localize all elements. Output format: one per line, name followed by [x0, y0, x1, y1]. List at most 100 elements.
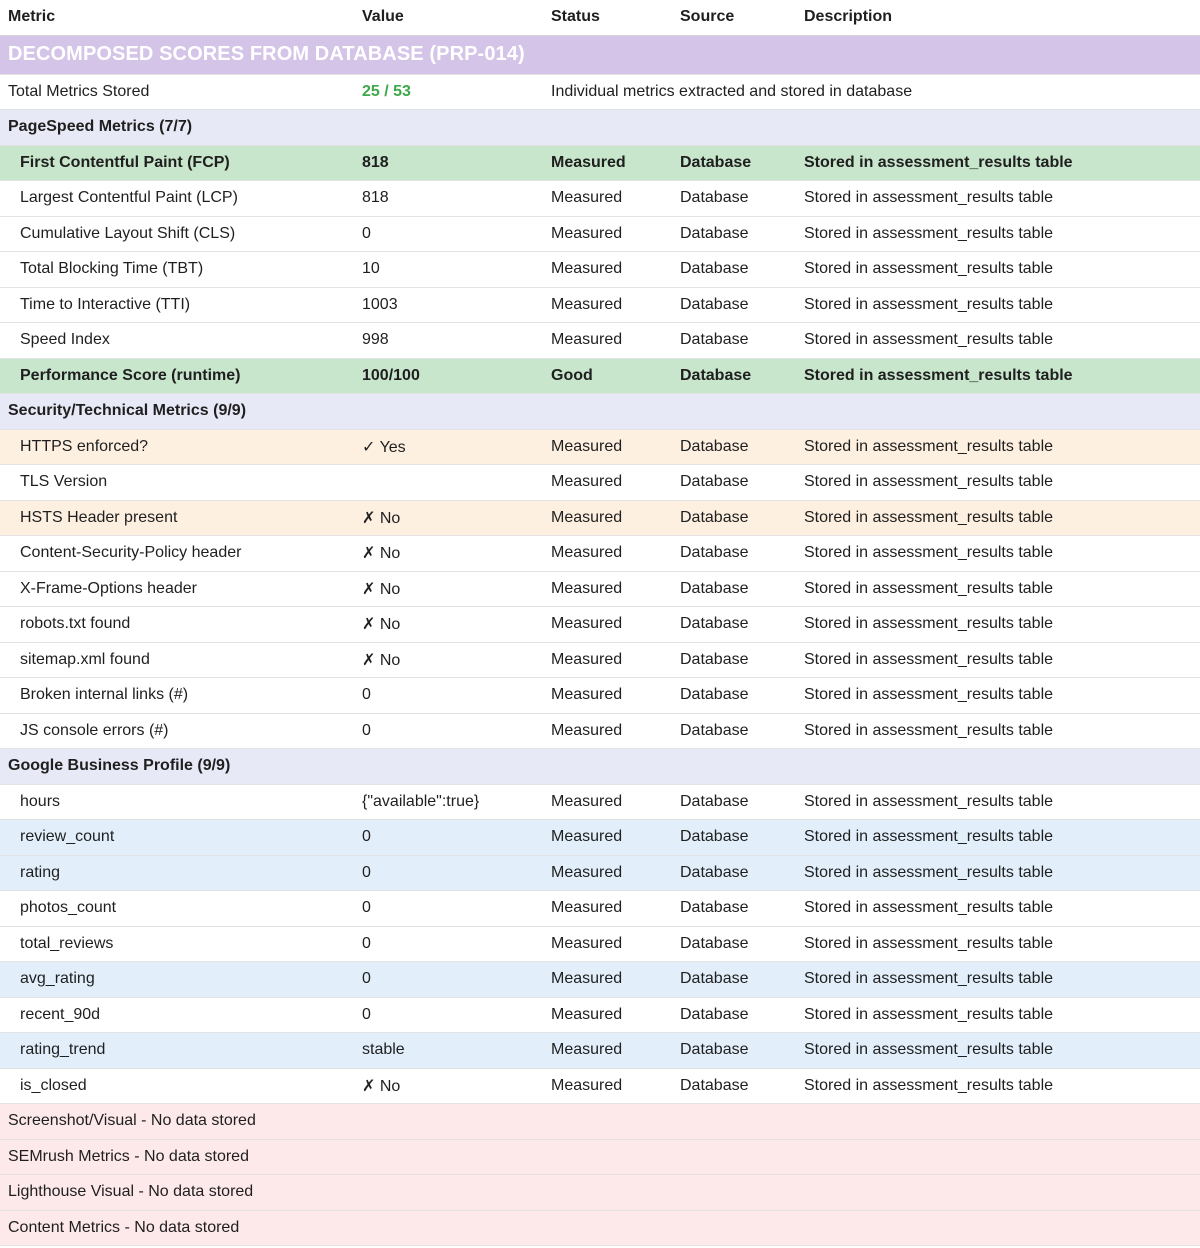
- cell-description: Stored in assessment_results table: [796, 180, 1200, 217]
- cell-value: ✗ No: [354, 1068, 543, 1104]
- table-row[interactable]: avg_rating 0 Measured Database Stored in ass…: [0, 961, 1200, 998]
- header-value[interactable]: Value: [354, 0, 543, 36]
- cell-description: Stored in assessment_results table: [796, 535, 1200, 572]
- cell-source: Database: [672, 322, 796, 359]
- cell-source: Database: [672, 287, 796, 323]
- summary-row[interactable]: Total Metrics Stored 25 / 53 Individual …: [0, 74, 1200, 110]
- table-row[interactable]: Performance Score (runtime) 100/100 Good Da…: [0, 358, 1200, 394]
- cell-status: Good: [543, 358, 672, 394]
- table-row[interactable]: Cumulative Layout Shift (CLS) 0 Measured Da…: [0, 216, 1200, 252]
- cell-source: Database: [672, 819, 796, 856]
- cell-metric: hours: [0, 784, 354, 820]
- table-row[interactable]: photos_count 0 Measured Database Stored in a…: [0, 890, 1200, 927]
- table-row[interactable]: Time to Interactive (TTI) 1003 Measured Dat…: [0, 287, 1200, 323]
- cell-value: ✗ No: [354, 606, 543, 643]
- table-row[interactable]: sitemap.xml found ✗ No Measured Database Sto…: [0, 642, 1200, 678]
- summary-value: 25 / 53: [354, 74, 543, 110]
- cell-metric: recent_90d: [0, 997, 354, 1033]
- cell-description: Stored in assessment_results table: [796, 287, 1200, 323]
- cell-description: Stored in assessment_results table: [796, 464, 1200, 501]
- table-row[interactable]: is_closed ✗ No Measured Database Stored in a…: [0, 1068, 1200, 1104]
- cell-metric: JS console errors (#): [0, 713, 354, 749]
- cell-status: Measured: [543, 322, 672, 359]
- cell-description: Stored in assessment_results table: [796, 784, 1200, 820]
- cell-description: Stored in assessment_results table: [796, 677, 1200, 714]
- section-header-row: Security/Technical Metrics (9/9): [0, 393, 1200, 430]
- table-row[interactable]: HTTPS enforced? ✓ Yes Measured Database Stor…: [0, 429, 1200, 465]
- cell-description: Stored in assessment_results table: [796, 251, 1200, 288]
- cell-status: Measured: [543, 287, 672, 323]
- cell-status: Measured: [543, 784, 672, 820]
- table-row[interactable]: Largest Contentful Paint (LCP) 818 Measure…: [0, 180, 1200, 217]
- cell-source: Database: [672, 1032, 796, 1069]
- cell-source: Database: [672, 677, 796, 714]
- cell-source: Database: [672, 1068, 796, 1104]
- table-row[interactable]: HSTS Header present ✗ No Measured Database S…: [0, 500, 1200, 536]
- cell-status: Measured: [543, 713, 672, 749]
- table-row[interactable]: review_count 0 Measured Database Stored in a…: [0, 819, 1200, 856]
- cell-description: Stored in assessment_results table: [796, 1068, 1200, 1104]
- cell-status: Measured: [543, 216, 672, 252]
- cell-value: 0: [354, 961, 543, 998]
- missing-data-row[interactable]: SEMrush Metrics - No data stored: [0, 1139, 1200, 1175]
- cell-status: Measured: [543, 251, 672, 288]
- cell-source: Database: [672, 500, 796, 536]
- section-title: Security/Technical Metrics (9/9): [0, 393, 1200, 430]
- cell-status: Measured: [543, 606, 672, 643]
- cell-value: 0: [354, 677, 543, 714]
- cell-value: ✗ No: [354, 642, 543, 678]
- table-row[interactable]: Content-Security-Policy header ✗ No Measur…: [0, 535, 1200, 572]
- cell-description: Stored in assessment_results table: [796, 961, 1200, 998]
- cell-value: 998: [354, 322, 543, 359]
- cell-status: Measured: [543, 464, 672, 501]
- table-row[interactable]: rating_trend stable Measured Database Stored…: [0, 1032, 1200, 1069]
- table-row[interactable]: robots.txt found ✗ No Measured Database Stor…: [0, 606, 1200, 643]
- table-row[interactable]: Total Blocking Time (TBT) 10 Measured Datab…: [0, 251, 1200, 288]
- table-row[interactable]: Broken internal links (#) 0 Measured Databa…: [0, 677, 1200, 714]
- cell-source: Database: [672, 784, 796, 820]
- header-metric[interactable]: Metric: [0, 0, 354, 36]
- table-row[interactable]: hours {"available":true} Measured Database S…: [0, 784, 1200, 820]
- missing-data-row[interactable]: Content Metrics - No data stored: [0, 1210, 1200, 1246]
- header-description[interactable]: Description: [796, 0, 1200, 36]
- header-source[interactable]: Source: [672, 0, 796, 36]
- cell-value: stable: [354, 1032, 543, 1069]
- cell-value: 1003: [354, 287, 543, 323]
- cell-value: 0: [354, 997, 543, 1033]
- table-row[interactable]: X-Frame-Options header ✗ No Measured Databa…: [0, 571, 1200, 607]
- cell-source: Database: [672, 713, 796, 749]
- table-row[interactable]: total_reviews 0 Measured Database Stored in …: [0, 926, 1200, 962]
- cell-status: Measured: [543, 819, 672, 856]
- cell-source: Database: [672, 180, 796, 217]
- cell-value: ✓ Yes: [354, 429, 543, 465]
- table-row[interactable]: TLS Version Measured Database Stored in ass…: [0, 464, 1200, 501]
- cell-source: Database: [672, 429, 796, 465]
- cell-metric: avg_rating: [0, 961, 354, 998]
- table-row[interactable]: First Contentful Paint (FCP) 818 Measured D…: [0, 145, 1200, 181]
- cell-metric: sitemap.xml found: [0, 642, 354, 678]
- cell-source: Database: [672, 216, 796, 252]
- cell-source: Database: [672, 606, 796, 643]
- table-row[interactable]: rating 0 Measured Database Stored in assessm…: [0, 855, 1200, 891]
- cell-source: Database: [672, 358, 796, 394]
- cell-source: Database: [672, 926, 796, 962]
- cell-description: Stored in assessment_results table: [796, 855, 1200, 891]
- table-row[interactable]: Speed Index 998 Measured Database Stored in …: [0, 322, 1200, 359]
- header-status[interactable]: Status: [543, 0, 672, 36]
- cell-description: Stored in assessment_results table: [796, 642, 1200, 678]
- cell-source: Database: [672, 855, 796, 891]
- missing-data-row[interactable]: Screenshot/Visual - No data stored: [0, 1103, 1200, 1140]
- cell-metric: X-Frame-Options header: [0, 571, 354, 607]
- cell-value: 0: [354, 855, 543, 891]
- cell-value: ✗ No: [354, 500, 543, 536]
- table-row[interactable]: recent_90d 0 Measured Database Stored in ass…: [0, 997, 1200, 1033]
- cell-source: Database: [672, 890, 796, 927]
- cell-source: Database: [672, 571, 796, 607]
- cell-description: Stored in assessment_results table: [796, 1032, 1200, 1069]
- missing-data-row[interactable]: Lighthouse Visual - No data stored: [0, 1174, 1200, 1211]
- cell-source: Database: [672, 997, 796, 1033]
- section-title: PageSpeed Metrics (7/7): [0, 109, 1200, 146]
- table-row[interactable]: JS console errors (#) 0 Measured Database St…: [0, 713, 1200, 749]
- cell-description: Stored in assessment_results table: [796, 819, 1200, 856]
- cell-description: Stored in assessment_results table: [796, 571, 1200, 607]
